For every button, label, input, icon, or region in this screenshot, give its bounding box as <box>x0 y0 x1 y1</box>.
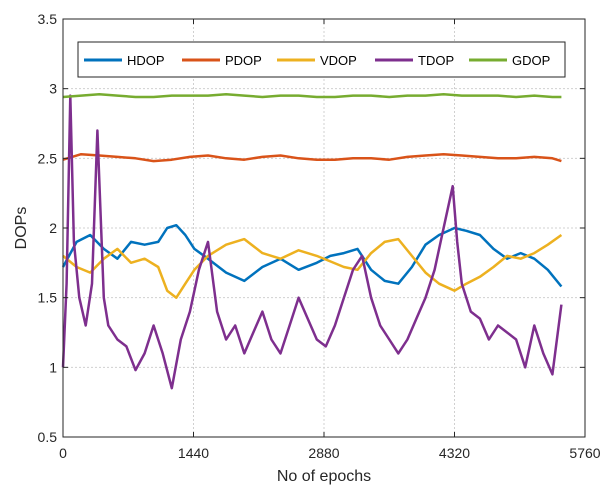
series-line-gdop <box>62 92 562 99</box>
y-tick-label: 0.5 <box>38 429 58 445</box>
y-tick-label: 1 <box>49 359 57 375</box>
x-axis-label: No of epochs <box>277 468 371 485</box>
legend: HDOP PDOP VDOP TDOP GDOP <box>77 41 566 78</box>
y-tick-label: 3 <box>49 81 57 97</box>
legend-box <box>77 41 566 78</box>
y-tick-label: 1.5 <box>38 290 58 306</box>
legend-label-gdop: GDOP <box>512 53 550 68</box>
y-tick-label: 2.5 <box>38 150 58 166</box>
series-line-vdop <box>62 233 563 299</box>
series-line-pdop <box>62 152 562 163</box>
legend-label-hdop: HDOP <box>127 53 165 68</box>
x-tick-label: 4320 <box>439 445 470 461</box>
legend-label-pdop: PDOP <box>225 53 262 68</box>
x-tick-label: 1440 <box>178 445 209 461</box>
y-axis-label: DOPs <box>13 207 30 250</box>
series-line-tdop <box>61 94 563 390</box>
y-tick-label: 3.5 <box>38 11 58 27</box>
x-tick-label: 5760 <box>569 445 600 461</box>
series-line-hdop <box>61 223 563 288</box>
y-tick-label: 2 <box>49 220 57 236</box>
x-tick-label: 0 <box>59 445 67 461</box>
axis-ticks: 0 1440 2880 4320 5760 0.5 1 1.5 2 2.5 3 3.5 <box>38 11 601 461</box>
legend-label-vdop: VDOP <box>320 53 357 68</box>
series-lines <box>61 92 563 390</box>
legend-label-tdop: TDOP <box>418 53 454 68</box>
x-tick-label: 2880 <box>308 445 339 461</box>
